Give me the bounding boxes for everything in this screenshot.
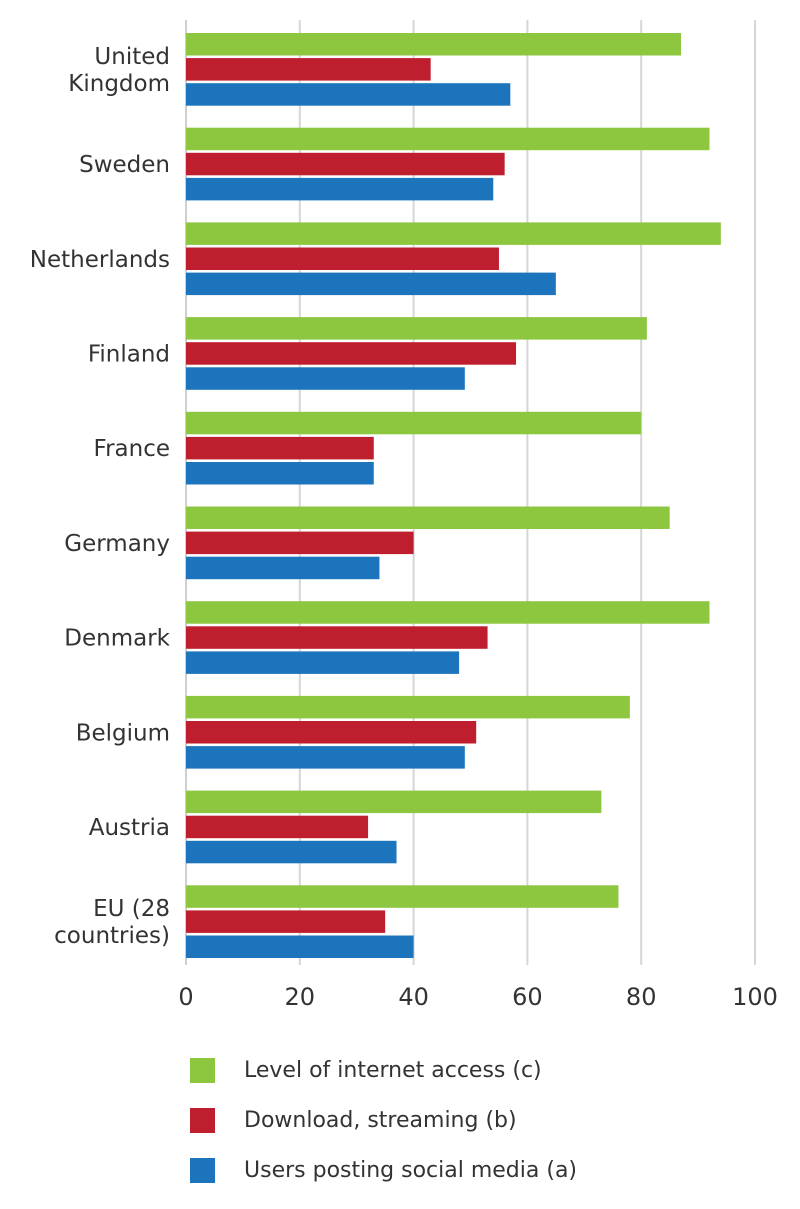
bar-1-10 [186,885,619,908]
bar-3-8 [186,746,465,769]
bar-3-1 [186,83,511,106]
category-labels: United Kingdom Sweden Netherlands Finland Fra… [30,44,171,949]
category-label: Germany [64,531,170,557]
x-tick-label: 80 [626,983,657,1011]
bar-1-8 [186,695,630,719]
bar-3-9 [186,840,397,864]
bar-1-2 [186,127,710,151]
bar-layer [186,33,721,958]
category-label: France [94,436,170,462]
bar-2-1 [186,58,431,81]
bar-3-4 [186,367,465,390]
bar-1-5 [186,411,642,435]
legend-swatch [190,1108,215,1133]
bar-3-6 [186,556,380,580]
legend-label: Level of internet access (c) [244,1058,542,1083]
bar-2-5 [186,436,374,460]
x-tick-label: 20 [285,983,316,1011]
category-label-line: Germany [64,531,170,557]
bar-2-10 [186,910,386,933]
bar-1-4 [186,317,647,340]
x-tick-label: 100 [732,983,778,1011]
category-label-line: France [94,436,170,462]
bar-3-5 [186,462,374,485]
category-label-line: Belgium [76,720,170,746]
category-label-line: United [94,44,170,70]
bar-1-7 [186,601,710,624]
bar-1-1 [186,33,682,56]
bar-2-2 [186,152,505,176]
category-label: Sweden [79,152,170,178]
x-tick-label: 40 [398,983,429,1011]
bar-2-4 [186,342,517,365]
category-label: Netherlands [30,247,170,273]
category-label-line: Austria [89,815,170,841]
bar-1-9 [186,790,602,814]
legend: Level of internet access (c) Download, st… [190,1058,577,1183]
category-label-line: countries) [54,923,170,949]
category-label-line: Kingdom [68,71,170,97]
bar-3-2 [186,177,494,201]
bar-1-3 [186,222,721,245]
bar-2-8 [186,721,477,744]
legend-swatch [190,1158,215,1183]
bar-2-9 [186,815,369,839]
bar-1-6 [186,506,670,529]
category-label: Belgium [76,720,170,746]
bar-3-7 [186,651,460,674]
category-label: EU (28 countries) [54,896,170,949]
x-tick-label: 0 [178,983,193,1011]
category-label-line: EU (28 [93,896,170,922]
bar-2-3 [186,247,499,270]
bar-2-7 [186,626,488,649]
bar-3-3 [186,272,556,296]
x-tick-label: 60 [512,983,543,1011]
category-label-line: Denmark [64,626,170,652]
category-label: United Kingdom [68,44,170,97]
category-label: Finland [88,341,170,367]
x-axis-ticks: 0 20 40 60 80 100 [178,983,778,1011]
bar-2-6 [186,531,414,555]
legend-label: Users posting social media (a) [244,1158,577,1183]
legend-swatch [190,1058,215,1083]
category-label: Denmark [64,626,170,652]
category-label: Austria [89,815,170,841]
legend-label: Download, streaming (b) [244,1108,517,1133]
bar-3-10 [186,935,414,958]
category-label-line: Finland [88,341,170,367]
category-label-line: Netherlands [30,247,170,273]
category-label-line: Sweden [79,152,170,178]
